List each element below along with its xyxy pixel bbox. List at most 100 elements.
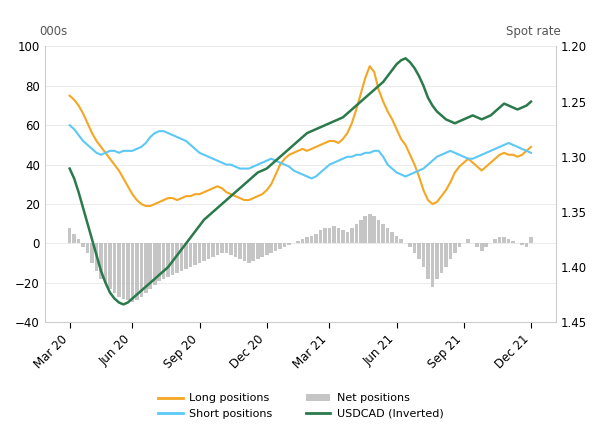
- Bar: [90, 243, 94, 263]
- Bar: [193, 243, 197, 265]
- Bar: [202, 243, 206, 261]
- Bar: [359, 220, 362, 243]
- Bar: [95, 243, 98, 271]
- Bar: [301, 239, 305, 243]
- Bar: [270, 243, 273, 253]
- Bar: [283, 243, 287, 248]
- Bar: [399, 239, 403, 243]
- Bar: [382, 224, 385, 243]
- Bar: [135, 243, 138, 300]
- Bar: [395, 236, 399, 243]
- Bar: [309, 236, 313, 243]
- Bar: [77, 239, 81, 243]
- Bar: [108, 243, 112, 289]
- Bar: [485, 243, 488, 248]
- Bar: [113, 243, 116, 293]
- Bar: [68, 228, 72, 243]
- Bar: [494, 239, 497, 243]
- Bar: [252, 243, 255, 261]
- Bar: [171, 243, 175, 275]
- Legend: Long positions, Short positions, Net positions, USDCAD (Inverted): Long positions, Short positions, Net pos…: [154, 389, 448, 423]
- Bar: [439, 243, 443, 273]
- Bar: [166, 243, 170, 277]
- Bar: [448, 243, 452, 259]
- Bar: [458, 243, 461, 248]
- Bar: [274, 243, 278, 251]
- Bar: [332, 226, 336, 243]
- Bar: [85, 243, 89, 253]
- Bar: [140, 243, 143, 296]
- Bar: [511, 242, 515, 243]
- Bar: [104, 243, 107, 283]
- Bar: [327, 228, 331, 243]
- Bar: [314, 233, 318, 243]
- Bar: [341, 230, 345, 243]
- Bar: [421, 243, 425, 267]
- Bar: [72, 233, 76, 243]
- Bar: [229, 243, 233, 255]
- Bar: [265, 243, 268, 255]
- Bar: [364, 216, 367, 243]
- Bar: [444, 243, 448, 267]
- Bar: [502, 238, 506, 243]
- Bar: [158, 243, 161, 281]
- Bar: [206, 243, 210, 259]
- Text: 000s: 000s: [40, 25, 68, 38]
- Bar: [417, 243, 421, 259]
- Bar: [318, 230, 322, 243]
- Bar: [305, 238, 309, 243]
- Bar: [144, 243, 147, 293]
- Bar: [453, 243, 457, 253]
- Bar: [197, 243, 201, 263]
- Text: Spot rate: Spot rate: [506, 25, 561, 38]
- Bar: [529, 238, 533, 243]
- Bar: [220, 243, 224, 253]
- Bar: [162, 243, 166, 279]
- Bar: [238, 243, 241, 259]
- Bar: [413, 243, 417, 253]
- Bar: [355, 224, 358, 243]
- Bar: [189, 243, 193, 267]
- Bar: [386, 228, 389, 243]
- Bar: [126, 243, 129, 300]
- Bar: [261, 243, 264, 257]
- Bar: [180, 243, 184, 271]
- Bar: [373, 216, 376, 243]
- Bar: [149, 243, 152, 289]
- Bar: [122, 243, 125, 299]
- Bar: [507, 239, 510, 243]
- Bar: [117, 243, 121, 296]
- Bar: [346, 232, 349, 243]
- Bar: [435, 243, 439, 279]
- Bar: [216, 243, 219, 255]
- Bar: [408, 243, 412, 248]
- Bar: [234, 243, 237, 257]
- Bar: [426, 243, 430, 279]
- Bar: [153, 243, 157, 285]
- Bar: [243, 243, 246, 261]
- Bar: [296, 242, 300, 243]
- Bar: [467, 239, 470, 243]
- Bar: [175, 243, 179, 273]
- Bar: [287, 243, 291, 245]
- Bar: [476, 243, 479, 248]
- Bar: [247, 243, 250, 263]
- Bar: [323, 228, 327, 243]
- Bar: [81, 243, 85, 248]
- Bar: [278, 243, 282, 249]
- Bar: [520, 243, 524, 245]
- Bar: [390, 232, 394, 243]
- Bar: [184, 243, 188, 269]
- Bar: [211, 243, 215, 257]
- Bar: [430, 243, 434, 287]
- Bar: [368, 214, 371, 243]
- Bar: [377, 220, 380, 243]
- Bar: [131, 243, 134, 302]
- Bar: [350, 228, 353, 243]
- Bar: [525, 243, 529, 248]
- Bar: [498, 238, 501, 243]
- Bar: [225, 243, 228, 253]
- Bar: [99, 243, 103, 279]
- Bar: [480, 243, 483, 251]
- Bar: [337, 228, 340, 243]
